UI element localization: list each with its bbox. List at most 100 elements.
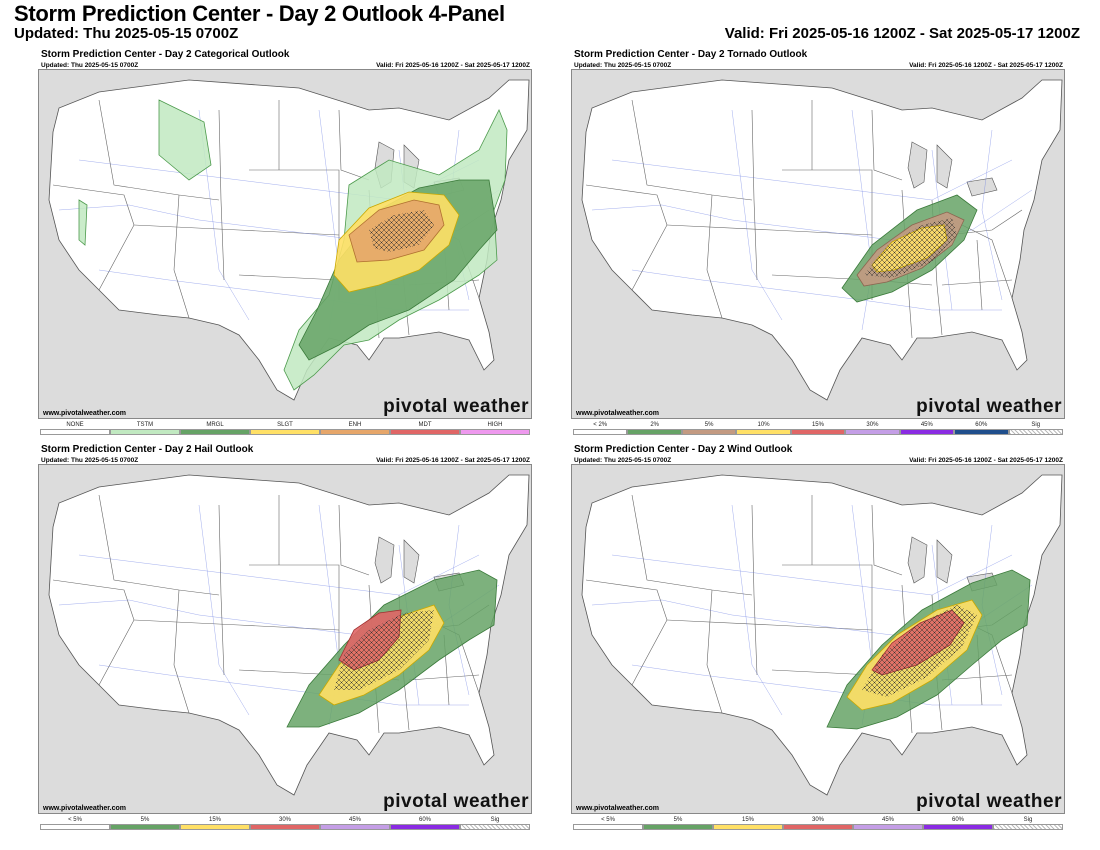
legend-swatch bbox=[40, 824, 110, 830]
risk-hatch bbox=[862, 605, 977, 697]
legend: < 5% 5% 15% 30% 45% 60% Sig bbox=[40, 817, 530, 831]
outlook-map: www.pivotalweather.com pivotal weather bbox=[571, 464, 1065, 814]
legend-swatch bbox=[110, 429, 180, 435]
site-url[interactable]: www.pivotalweather.com bbox=[43, 805, 126, 812]
legend-item: Sig bbox=[460, 817, 530, 831]
legend-label: 5% bbox=[673, 817, 683, 823]
legend-label: Sig bbox=[490, 817, 500, 823]
legend-swatch bbox=[993, 824, 1063, 830]
legend-swatch bbox=[1008, 429, 1063, 435]
legend-item: TSTM bbox=[110, 422, 180, 436]
legend-item: 5% bbox=[681, 422, 737, 436]
site-url[interactable]: www.pivotalweather.com bbox=[576, 805, 659, 812]
legend-item: 30% bbox=[845, 422, 900, 436]
legend-swatch bbox=[390, 429, 460, 435]
legend-swatch bbox=[899, 429, 955, 435]
legend-swatch bbox=[954, 429, 1009, 435]
legend-item: 2% bbox=[627, 422, 682, 436]
panel-tornado: Storm Prediction Center - Day 2 Tornado … bbox=[571, 49, 1065, 436]
legend-item: 45% bbox=[899, 422, 955, 436]
legend-item: 60% bbox=[390, 817, 460, 831]
site-url[interactable]: www.pivotalweather.com bbox=[576, 410, 659, 417]
legend-item: MDT bbox=[390, 422, 460, 436]
legend-swatch bbox=[250, 429, 320, 435]
legend-item: 60% bbox=[954, 422, 1009, 436]
legend-label: 5% bbox=[704, 422, 714, 428]
legend-item: NONE bbox=[40, 422, 110, 436]
legend-swatch bbox=[320, 429, 390, 435]
legend-item: HIGH bbox=[460, 422, 530, 436]
legend-swatch bbox=[923, 824, 993, 830]
legend-swatch bbox=[460, 429, 530, 435]
panel-title: Storm Prediction Center - Day 2 Tornado … bbox=[574, 49, 808, 60]
panel-categorical: Storm Prediction Center - Day 2 Categori… bbox=[38, 49, 532, 436]
legend-swatch bbox=[643, 824, 713, 830]
brand-logo: pivotal weather bbox=[916, 791, 1062, 812]
legend-item: 30% bbox=[783, 817, 853, 831]
legend-item: 45% bbox=[320, 817, 390, 831]
risk-tstm bbox=[78, 99, 508, 391]
legend-item: 15% bbox=[790, 422, 846, 436]
legend-label: HIGH bbox=[487, 422, 503, 428]
risk-hatch bbox=[334, 610, 434, 690]
legend-label: MDT bbox=[418, 422, 432, 428]
legend-label: 15% bbox=[741, 817, 754, 823]
panel-updated: Updated: Thu 2025-05-15 0700Z bbox=[41, 62, 139, 69]
outlook-map: www.pivotalweather.com pivotal weather bbox=[571, 69, 1065, 419]
legend-swatch bbox=[845, 429, 900, 435]
legend-label: 60% bbox=[975, 422, 988, 428]
legend-item: < 2% bbox=[573, 422, 628, 436]
legend-item: Sig bbox=[993, 817, 1063, 831]
legend-label: 60% bbox=[951, 817, 964, 823]
legend-item: MRGL bbox=[180, 422, 250, 436]
legend-swatch bbox=[110, 824, 180, 830]
legend-label: 2% bbox=[650, 422, 659, 428]
legend-item: 45% bbox=[853, 817, 923, 831]
panel-title: Storm Prediction Center - Day 2 Wind Out… bbox=[574, 444, 793, 455]
legend-label: 30% bbox=[278, 817, 291, 823]
legend-swatch bbox=[713, 824, 783, 830]
legend: NONE TSTM MRGL SLGT ENH MDT HIGH bbox=[40, 422, 530, 436]
legend-item: ENH bbox=[320, 422, 390, 436]
panel-valid: Valid: Fri 2025-05-16 1200Z - Sat 2025-0… bbox=[909, 457, 1063, 464]
great-lakes bbox=[907, 141, 998, 197]
panel-wind: Storm Prediction Center - Day 2 Wind Out… bbox=[571, 444, 1065, 831]
brand-logo: pivotal weather bbox=[383, 396, 529, 417]
legend-item: 30% bbox=[250, 817, 320, 831]
legend-item: 15% bbox=[180, 817, 250, 831]
panel-updated: Updated: Thu 2025-05-15 0700Z bbox=[574, 457, 672, 464]
panel-valid: Valid: Fri 2025-05-16 1200Z - Sat 2025-0… bbox=[909, 62, 1063, 69]
header-updated: Updated: Thu 2025-05-15 0700Z bbox=[14, 25, 239, 42]
legend-item: 5% bbox=[643, 817, 713, 831]
legend-swatch bbox=[180, 429, 250, 435]
panel-title: Storm Prediction Center - Day 2 Hail Out… bbox=[41, 444, 254, 455]
legend-item: 15% bbox=[713, 817, 783, 831]
legend-label: Sig bbox=[1031, 422, 1041, 428]
legend-swatch bbox=[853, 824, 923, 830]
legend-swatch bbox=[180, 824, 250, 830]
legend-label: TSTM bbox=[136, 422, 154, 428]
legend-swatch bbox=[783, 824, 853, 830]
legend-swatch bbox=[460, 824, 530, 830]
legend-item: 5% bbox=[110, 817, 180, 831]
legend-label: 5% bbox=[140, 817, 150, 823]
risk-hatch bbox=[864, 218, 957, 278]
legend-label: 30% bbox=[866, 422, 879, 428]
legend-label: < 5% bbox=[601, 817, 615, 823]
legend-swatch bbox=[250, 824, 320, 830]
brand-logo: pivotal weather bbox=[383, 791, 529, 812]
outlook-map: www.pivotalweather.com pivotal weather bbox=[38, 464, 532, 814]
legend-label: < 5% bbox=[68, 817, 82, 823]
legend-swatch bbox=[681, 429, 737, 435]
legend-label: SLGT bbox=[277, 422, 293, 428]
legend-swatch bbox=[736, 429, 791, 435]
panel-valid: Valid: Fri 2025-05-16 1200Z - Sat 2025-0… bbox=[376, 457, 530, 464]
legend-label: ENH bbox=[348, 422, 362, 428]
legend-item: SLGT bbox=[250, 422, 320, 436]
legend-item: < 5% bbox=[40, 817, 110, 831]
header-title: Storm Prediction Center - Day 2 Outlook … bbox=[14, 1, 505, 26]
site-url[interactable]: www.pivotalweather.com bbox=[43, 410, 126, 417]
legend-label: 15% bbox=[208, 817, 221, 823]
legend-swatch bbox=[390, 824, 460, 830]
legend-swatch bbox=[627, 429, 682, 435]
